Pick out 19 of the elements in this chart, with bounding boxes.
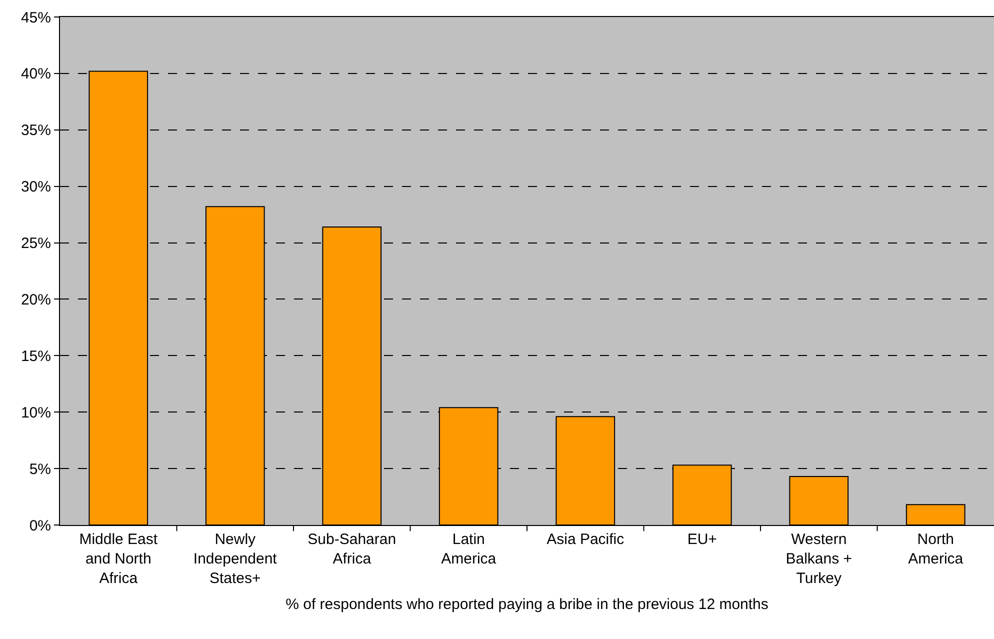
y-tick-label: 35% [20,122,51,140]
x-tick-label: Sub-Saharan Africa [308,531,396,568]
x-tick-label: Western Balkans + Turkey [786,531,852,587]
y-tick-label: 25% [20,235,51,252]
y-tick-label: 40% [20,66,51,83]
y-tick-label: 15% [20,348,51,365]
x-tick-label: Latin America [441,531,497,568]
x-tick-label: EU+ [687,531,718,548]
y-tick-label: 0% [29,517,51,534]
x-tick-label: Asia Pacific [546,531,625,548]
y-tick-label: 30% [20,178,51,196]
x-tick-label: Newly Independent States+ [193,531,278,587]
x-tick-label: North America [908,531,964,568]
y-tick-label: 20% [20,291,51,308]
y-tick-label: 10% [20,404,51,422]
x-tick-label: Middle East and North Africa [79,531,158,587]
x-axis-title: % of respondents who reported paying a bribe in the previous 12 months [286,596,768,613]
y-tick-label: 45% [20,9,51,26]
y-tick-label: 5% [29,460,51,478]
